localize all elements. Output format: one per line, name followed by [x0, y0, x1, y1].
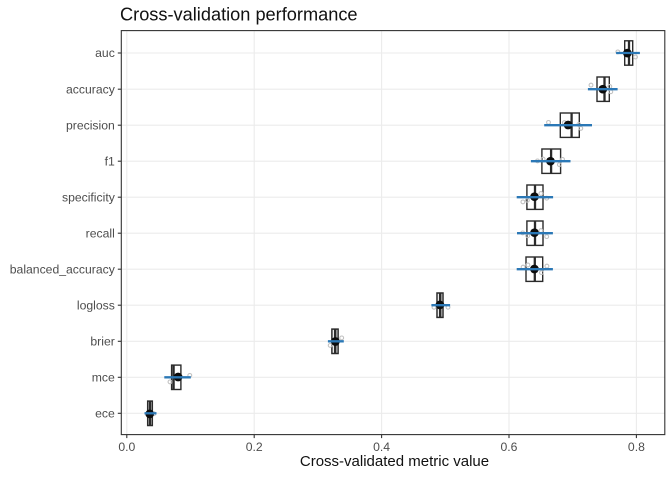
- svg-text:0.6: 0.6: [501, 440, 518, 454]
- svg-text:0.8: 0.8: [628, 440, 645, 454]
- svg-text:precision: precision: [66, 118, 115, 132]
- svg-text:logloss: logloss: [77, 298, 115, 312]
- svg-text:Cross-validated metric value: Cross-validated metric value: [300, 453, 489, 470]
- svg-text:mce: mce: [92, 371, 115, 385]
- svg-text:0.2: 0.2: [246, 440, 263, 454]
- svg-text:recall: recall: [86, 226, 115, 240]
- svg-text:brier: brier: [90, 335, 114, 349]
- svg-text:auc: auc: [95, 46, 115, 60]
- svg-text:balanced_accuracy: balanced_accuracy: [10, 262, 116, 276]
- svg-text:0.0: 0.0: [118, 440, 135, 454]
- svg-text:0.4: 0.4: [373, 440, 390, 454]
- svg-text:specificity: specificity: [62, 190, 116, 204]
- svg-text:ece: ece: [95, 407, 115, 421]
- svg-text:Cross-validation performance: Cross-validation performance: [120, 4, 358, 24]
- svg-text:accuracy: accuracy: [66, 82, 116, 96]
- svg-text:f1: f1: [105, 154, 115, 168]
